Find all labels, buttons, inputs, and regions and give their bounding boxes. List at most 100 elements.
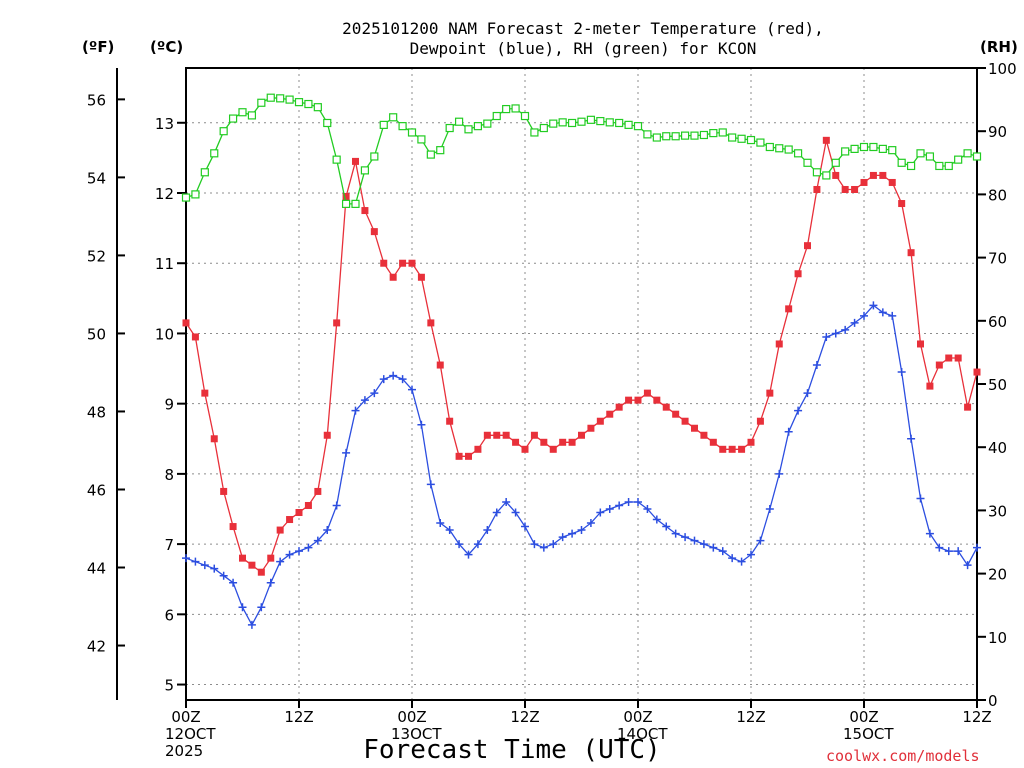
temperature-point-8 [257,568,265,576]
temperature-point-17 [342,193,350,201]
rh-point-2 [200,168,209,177]
credit-link[interactable]: coolwx.com/models [826,747,980,765]
rh-point-79 [925,152,935,161]
rh-point-47 [624,120,633,129]
dewpoint-point-78 [916,494,925,503]
celsius-tick-label-6: 11 [155,255,174,273]
fahrenheit-tick-label-5: 52 [87,247,106,265]
rh-point-24 [407,128,417,137]
dewpoint-point-24 [408,385,416,394]
rh-point-69 [831,158,840,167]
celsius-axis-ticks: 5 6 7 8 9 10 11 12 13 [155,115,186,695]
rh-point-74 [878,144,887,153]
rh-point-57 [718,128,727,137]
rh-point-33 [492,111,501,121]
rh-point-55 [699,130,709,140]
fahrenheit-tick-label-4: 50 [87,325,106,343]
temperature-point-36 [521,445,529,453]
fahrenheit-unit-label: (ºF) [82,38,114,56]
dewpoint-point-41 [568,529,577,538]
dewpoint-point-71 [850,318,859,327]
dewpoint-point-60 [747,550,755,559]
rh-tick-label-1: 10 [988,629,1007,647]
dewpoint-point-54 [690,536,699,545]
rh-tick-label-6: 60 [988,313,1007,331]
rh-point-20 [370,152,379,161]
temperature-point-55 [700,431,708,439]
rh-point-10 [276,94,285,103]
celsius-tick-label-2: 7 [164,536,174,554]
temperature-point-66 [804,242,811,250]
rh-point-56 [709,128,718,138]
rh-point-76 [897,158,906,167]
dewpoint-point-40 [558,533,567,542]
dewpoint-point-3 [210,564,219,573]
dewpoint-point-1 [191,557,200,566]
dewpoint-point-67 [812,361,821,370]
celsius-tick-label-7: 12 [155,185,174,203]
fahrenheit-tick-label-1: 44 [87,560,106,578]
dewpoint-point-57 [718,547,727,556]
dewpoint-point-55 [699,540,708,549]
rh-point-0 [181,193,191,202]
rh-point-44 [596,116,605,126]
rh-point-42 [577,117,586,126]
temperature-point-38 [540,438,548,446]
temperature-point-24 [408,259,416,267]
temperature-point-74 [879,171,887,179]
rh-point-78 [916,149,925,158]
rh-point-45 [605,118,614,127]
dewpoint-point-62 [765,504,774,513]
temperature-point-60 [747,438,755,446]
temperature-point-2 [201,389,209,397]
temperature-point-56 [709,438,717,446]
dewpoint-point-13 [304,543,313,552]
dewpoint-point-53 [681,533,690,542]
time-tick-label-0-2: 2025 [165,742,203,760]
temperature-point-72 [860,178,868,186]
temperature-point-5 [229,523,237,531]
time-tick-label-6-1: 15OCT [843,725,894,743]
fahrenheit-tick-label-0: 42 [87,638,106,656]
temperature-point-15 [323,431,331,439]
rh-point-28 [445,123,454,133]
dewpoint-point-65 [794,406,803,415]
rh-tick-label-2: 20 [988,566,1007,584]
temperature-point-9 [267,554,275,562]
rh-point-49 [643,130,652,139]
rh-tick-label-10: 100 [988,60,1017,78]
temperature-point-40 [559,438,567,446]
temperature-point-16 [333,319,341,327]
time-tick-label-3-0: 12Z [510,708,539,726]
dewpoint-point-17 [342,448,351,457]
dewpoint-point-31 [473,540,482,549]
rh-point-61 [756,138,765,147]
rh-point-83 [963,149,972,158]
temperature-point-26 [427,319,435,327]
temperature-point-79 [926,382,934,390]
rh-point-1 [191,190,200,199]
fahrenheit-tick-label-7: 56 [87,91,106,109]
rh-point-26 [426,150,435,159]
temperature-point-32 [483,431,491,439]
dewpoint-point-52 [671,529,680,538]
rh-point-60 [746,135,756,145]
rh-point-22 [389,113,398,122]
rh-tick-label-8: 80 [988,186,1007,204]
rh-point-8 [257,98,266,107]
temperature-point-77 [907,249,915,257]
temperature-point-53 [681,417,689,425]
dewpoint-point-74 [878,308,887,317]
temperature-point-47 [625,396,633,404]
rh-tick-label-3: 30 [988,502,1007,520]
temperature-point-51 [662,403,670,411]
rh-unit-label: (RH) [980,38,1018,56]
x-axis-label: Forecast Time (UTC) [363,735,660,765]
dewpoint-point-66 [803,389,812,398]
rh-tick-label-5: 50 [988,376,1007,394]
rh-point-67 [812,168,822,177]
rh-point-70 [841,147,850,156]
temperature-point-75 [888,178,896,186]
dewpoint-point-73 [869,301,878,310]
temperature-point-80 [935,361,943,369]
